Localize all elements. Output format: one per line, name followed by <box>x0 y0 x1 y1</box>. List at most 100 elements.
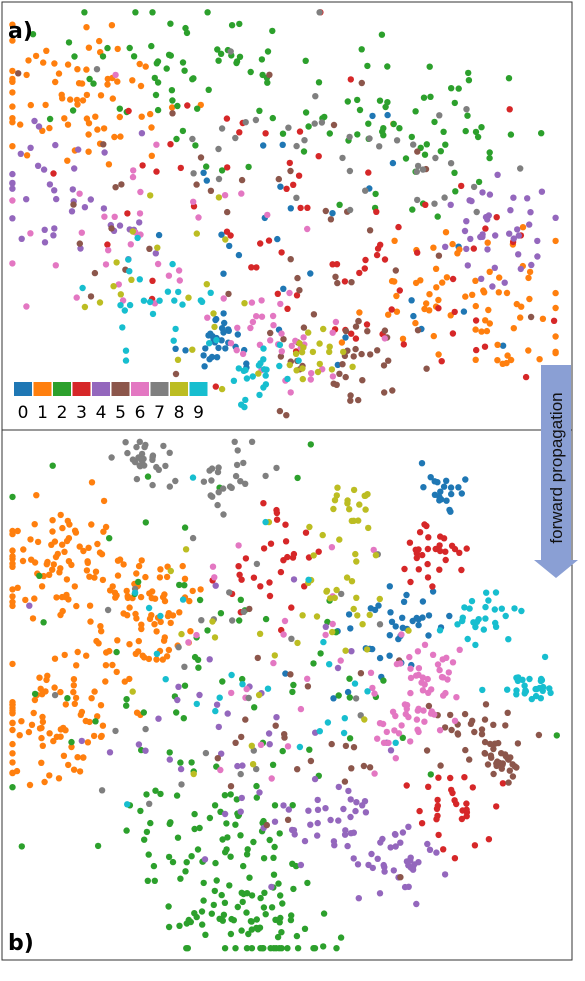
panel-a-point-class-9 <box>242 396 249 404</box>
panel-b-point-class-0 <box>386 632 393 639</box>
panel-b-point-class-6 <box>398 631 405 638</box>
panel-b-point-class-7 <box>172 477 179 485</box>
panel-b-point-class-9 <box>364 688 371 695</box>
panel-a-point-class-2 <box>390 120 397 128</box>
panel-a-point-class-7 <box>436 112 443 119</box>
panel-b-point-class-9 <box>541 653 549 661</box>
panel-b-point-class-4 <box>280 802 287 809</box>
panel-b-point-class-1 <box>99 576 107 584</box>
panel-b-point-class-4 <box>409 864 417 871</box>
panel-a-point-class-6 <box>129 173 137 181</box>
panel-b-point-class-1 <box>9 547 16 554</box>
panel-b-point-class-4 <box>345 787 352 795</box>
panel-b-point-class-8 <box>343 574 351 581</box>
panel-a-point-class-4 <box>51 225 58 232</box>
panel-b-point-class-1 <box>13 767 21 775</box>
legend-label-7: 7 <box>154 403 165 423</box>
panel-a-point-class-4 <box>463 245 470 253</box>
panel-a-point-class-1 <box>504 352 511 359</box>
panel-a-point-class-1 <box>526 268 534 276</box>
panel-a-point-class-9 <box>198 298 206 305</box>
panel-b-point-class-1 <box>176 609 183 616</box>
panel-b-point-class-9 <box>482 603 489 611</box>
panel-b-point-class-8 <box>190 770 197 778</box>
panel-a-point-class-0 <box>460 308 468 315</box>
panel-b-point-class-2 <box>427 771 434 778</box>
panel-a-point-class-1 <box>114 78 121 85</box>
panel-b-point-class-1 <box>71 583 79 590</box>
panel-a-point-class-1 <box>517 314 524 321</box>
panel-a-point-class-1 <box>485 306 492 314</box>
panel-a-point-class-4 <box>100 205 108 212</box>
panel-b-point-class-1 <box>83 652 90 659</box>
panel-a-point-class-3 <box>283 185 290 192</box>
panel-b-point-class-5 <box>496 759 503 767</box>
panel-a-point-class-1 <box>79 97 87 104</box>
panel-a-point-class-3 <box>422 201 429 208</box>
panel-b-point-class-3 <box>413 554 420 562</box>
panel-a-point-class-4 <box>101 149 108 156</box>
panel-b-point-class-2 <box>18 843 25 850</box>
panel-a-point-class-1 <box>83 24 90 31</box>
panel-a-point-class-4 <box>510 194 517 201</box>
panel-a-point-class-1 <box>23 152 31 159</box>
panel-b-point-class-2 <box>260 855 268 862</box>
panel-b-point-class-2 <box>278 929 285 936</box>
panel-a-point-class-5 <box>287 256 294 263</box>
panel-b-point-class-2 <box>243 890 251 897</box>
panel-a-point-class-5 <box>207 187 215 194</box>
panel-b-point-class-2 <box>174 834 182 841</box>
legend-swatch-7 <box>150 382 169 396</box>
panel-a-point-class-3 <box>356 269 363 277</box>
panel-b-point-class-4 <box>354 861 362 868</box>
panel-b-point-class-4 <box>142 747 149 754</box>
panel-b-point-class-1 <box>68 561 75 569</box>
panel-b-point-class-2 <box>221 792 229 799</box>
panel-b-point-class-2 <box>234 903 241 911</box>
panel-a-point-class-7 <box>366 135 373 142</box>
panel-a-point-class-1 <box>435 296 442 304</box>
panel-a-point-class-7 <box>215 175 223 183</box>
panel-b-point-class-1 <box>55 775 63 782</box>
panel-b-point-class-3 <box>418 820 426 827</box>
panel-a-point-class-1 <box>391 237 398 244</box>
panel-a-point-class-2 <box>168 87 176 94</box>
panel-a-point-class-8 <box>286 361 293 369</box>
panel-b-point-class-2 <box>219 836 226 843</box>
panel-a-point-class-2 <box>437 148 444 155</box>
panel-a-point-class-0 <box>200 169 207 176</box>
panel-b-point-class-1 <box>18 718 25 725</box>
panel-a-point-class-5 <box>348 279 355 286</box>
panel-a-point-class-4 <box>527 209 534 216</box>
panel-a-point-class-5 <box>296 287 303 294</box>
panel-b-point-class-5 <box>535 731 543 739</box>
panel-a-point-class-3 <box>167 141 174 148</box>
panel-b-point-class-4 <box>196 691 203 699</box>
panel-a-point-class-2 <box>152 91 160 99</box>
panel-b-point-class-1 <box>70 682 78 689</box>
panel-b-frame <box>1 429 573 961</box>
panel-b-point-class-6 <box>322 631 329 639</box>
panel-b-point-class-8 <box>359 621 366 628</box>
panel-a-point-class-3 <box>177 164 184 172</box>
panel-a-point-class-6 <box>329 373 337 380</box>
panel-a-point-class-9 <box>140 297 148 304</box>
panel-a-point-class-8 <box>316 360 323 368</box>
panel-b-point-class-1 <box>46 772 53 779</box>
panel-b-point-class-7 <box>357 712 364 719</box>
panel-a-point-class-4 <box>46 181 54 188</box>
legend-label-8: 8 <box>174 403 185 423</box>
panel-a-point-class-6 <box>239 350 247 358</box>
panel-b-point-class-4 <box>314 832 321 839</box>
panel-a-point-class-6 <box>119 297 127 304</box>
panel-a-point-class-4 <box>447 201 454 208</box>
panel-b-point-class-4 <box>441 871 449 878</box>
panel-b-point-class-5 <box>341 778 349 785</box>
panel-a-point-class-0 <box>235 251 243 259</box>
panel-a-point-class-2 <box>300 148 308 155</box>
panel-a-point-class-5 <box>118 181 125 188</box>
panel-a-point-class-2 <box>384 99 391 106</box>
panel-b-point-class-4 <box>350 855 357 862</box>
panel-a-point-class-2 <box>465 77 473 84</box>
panel-b-point-class-8 <box>350 486 358 494</box>
